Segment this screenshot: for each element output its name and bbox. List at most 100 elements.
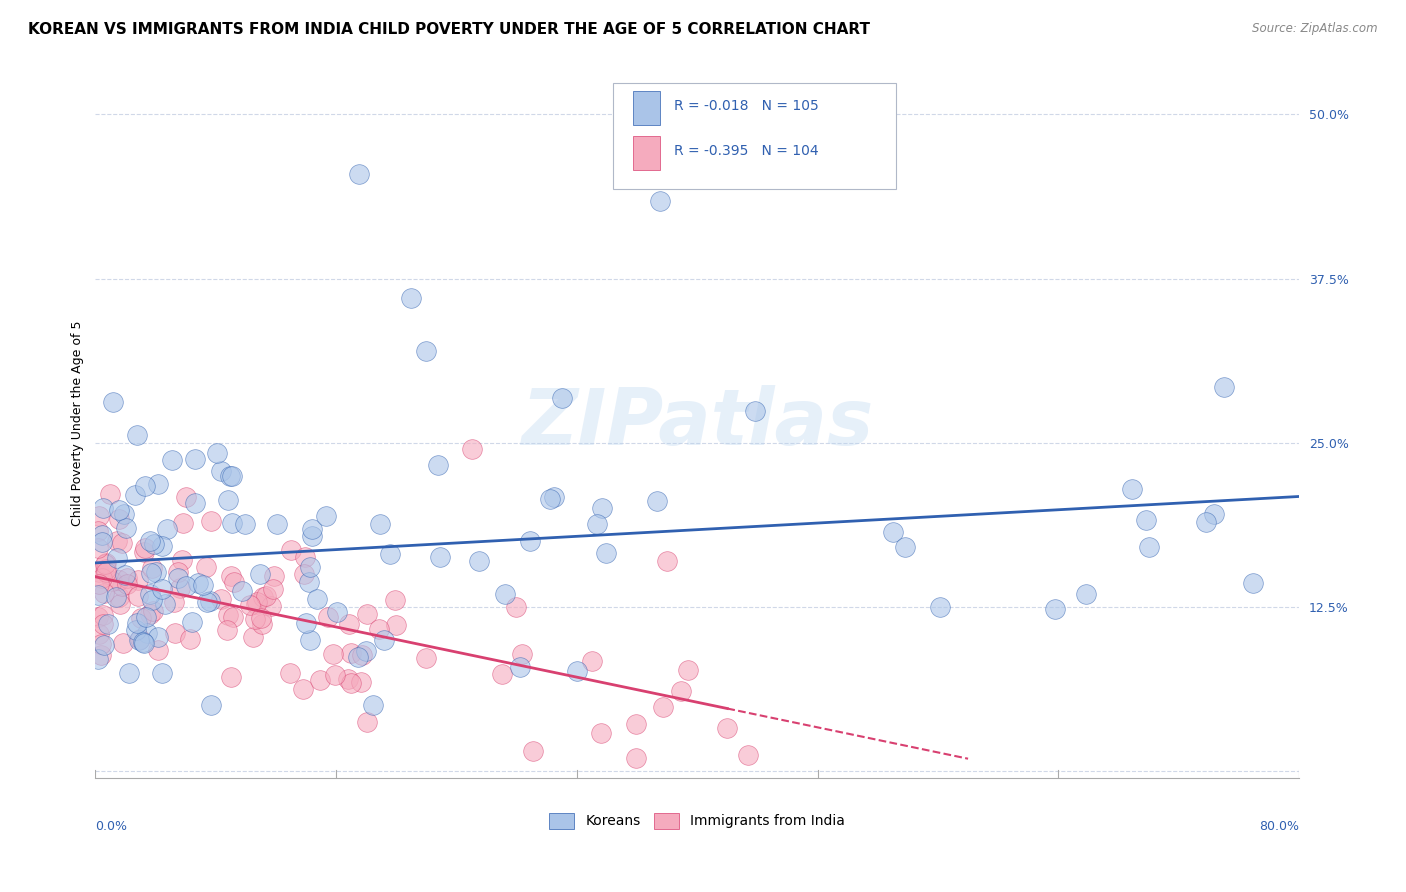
Point [233,516,256,531]
Point [326,605,349,619]
Point [280,542,302,557]
Y-axis label: Child Poverty Under the Age of 5: Child Poverty Under the Age of 5 [72,320,84,525]
Point [87,509,110,524]
Point [219,670,242,684]
Point [655,554,678,568]
Point [152,666,174,681]
Point [239,598,262,612]
Point [174,490,197,504]
Point [125,623,148,637]
Point [519,534,541,549]
Point [491,666,513,681]
Point [337,672,360,686]
Point [356,715,378,730]
Point [90,534,112,549]
Text: 80.0%: 80.0% [1260,820,1299,833]
Point [245,597,267,611]
Point [129,611,152,625]
FancyBboxPatch shape [613,83,896,189]
Point [87,652,110,666]
Point [105,534,128,549]
Point [1212,380,1234,394]
Point [207,446,229,460]
Point [87,627,110,641]
Point [221,468,243,483]
Point [134,545,156,559]
Point [98,486,121,500]
Point [263,569,285,583]
Point [181,615,204,629]
Point [505,599,527,614]
Point [96,562,118,576]
Text: ZIPatlas: ZIPatlas [522,385,873,461]
Point [138,587,160,601]
Point [127,615,149,630]
Point [928,600,950,615]
Point [298,633,321,648]
Point [128,632,150,647]
Point [195,595,218,609]
Point [108,590,131,604]
Point [350,674,373,689]
Point [156,522,179,536]
Point [112,636,135,650]
Point [378,548,401,562]
Point [893,541,915,555]
Point [429,550,451,565]
Point [217,492,239,507]
Point [150,539,173,553]
Point [260,599,283,613]
Point [167,570,190,584]
Point [163,594,186,608]
Point [415,344,437,359]
Point [141,593,163,607]
Point [93,638,115,652]
Point [322,647,344,661]
Point [87,541,110,556]
Point [91,608,114,623]
Point [215,623,238,637]
Point [172,516,194,530]
Point [347,649,370,664]
Point [136,625,159,640]
Point [132,636,155,650]
Point [495,586,517,600]
Point [292,681,315,696]
Point [1135,513,1157,527]
Point [195,560,218,574]
Point [652,699,675,714]
Point [249,611,271,625]
Point [209,591,232,606]
Point [200,514,222,528]
Point [1121,482,1143,496]
Point [111,579,134,593]
Point [301,522,323,536]
Point [676,663,699,677]
Point [91,617,114,632]
Bar [634,91,659,125]
Point [170,553,193,567]
Point [340,646,363,660]
Point [174,579,197,593]
Point [538,492,561,507]
Point [142,604,165,618]
Point [252,590,274,604]
Point [373,633,395,648]
Point [361,698,384,713]
Point [551,391,574,405]
Point [316,609,339,624]
Point [90,637,112,651]
Point [221,516,243,531]
Point [191,578,214,592]
Point [115,521,138,535]
Bar [634,136,659,169]
Point [427,458,450,472]
Point [246,595,269,609]
Point [146,643,169,657]
Point [509,659,531,673]
Point [219,569,242,583]
Point [112,508,135,522]
Point [308,673,330,687]
Point [187,576,209,591]
Point [115,570,138,584]
